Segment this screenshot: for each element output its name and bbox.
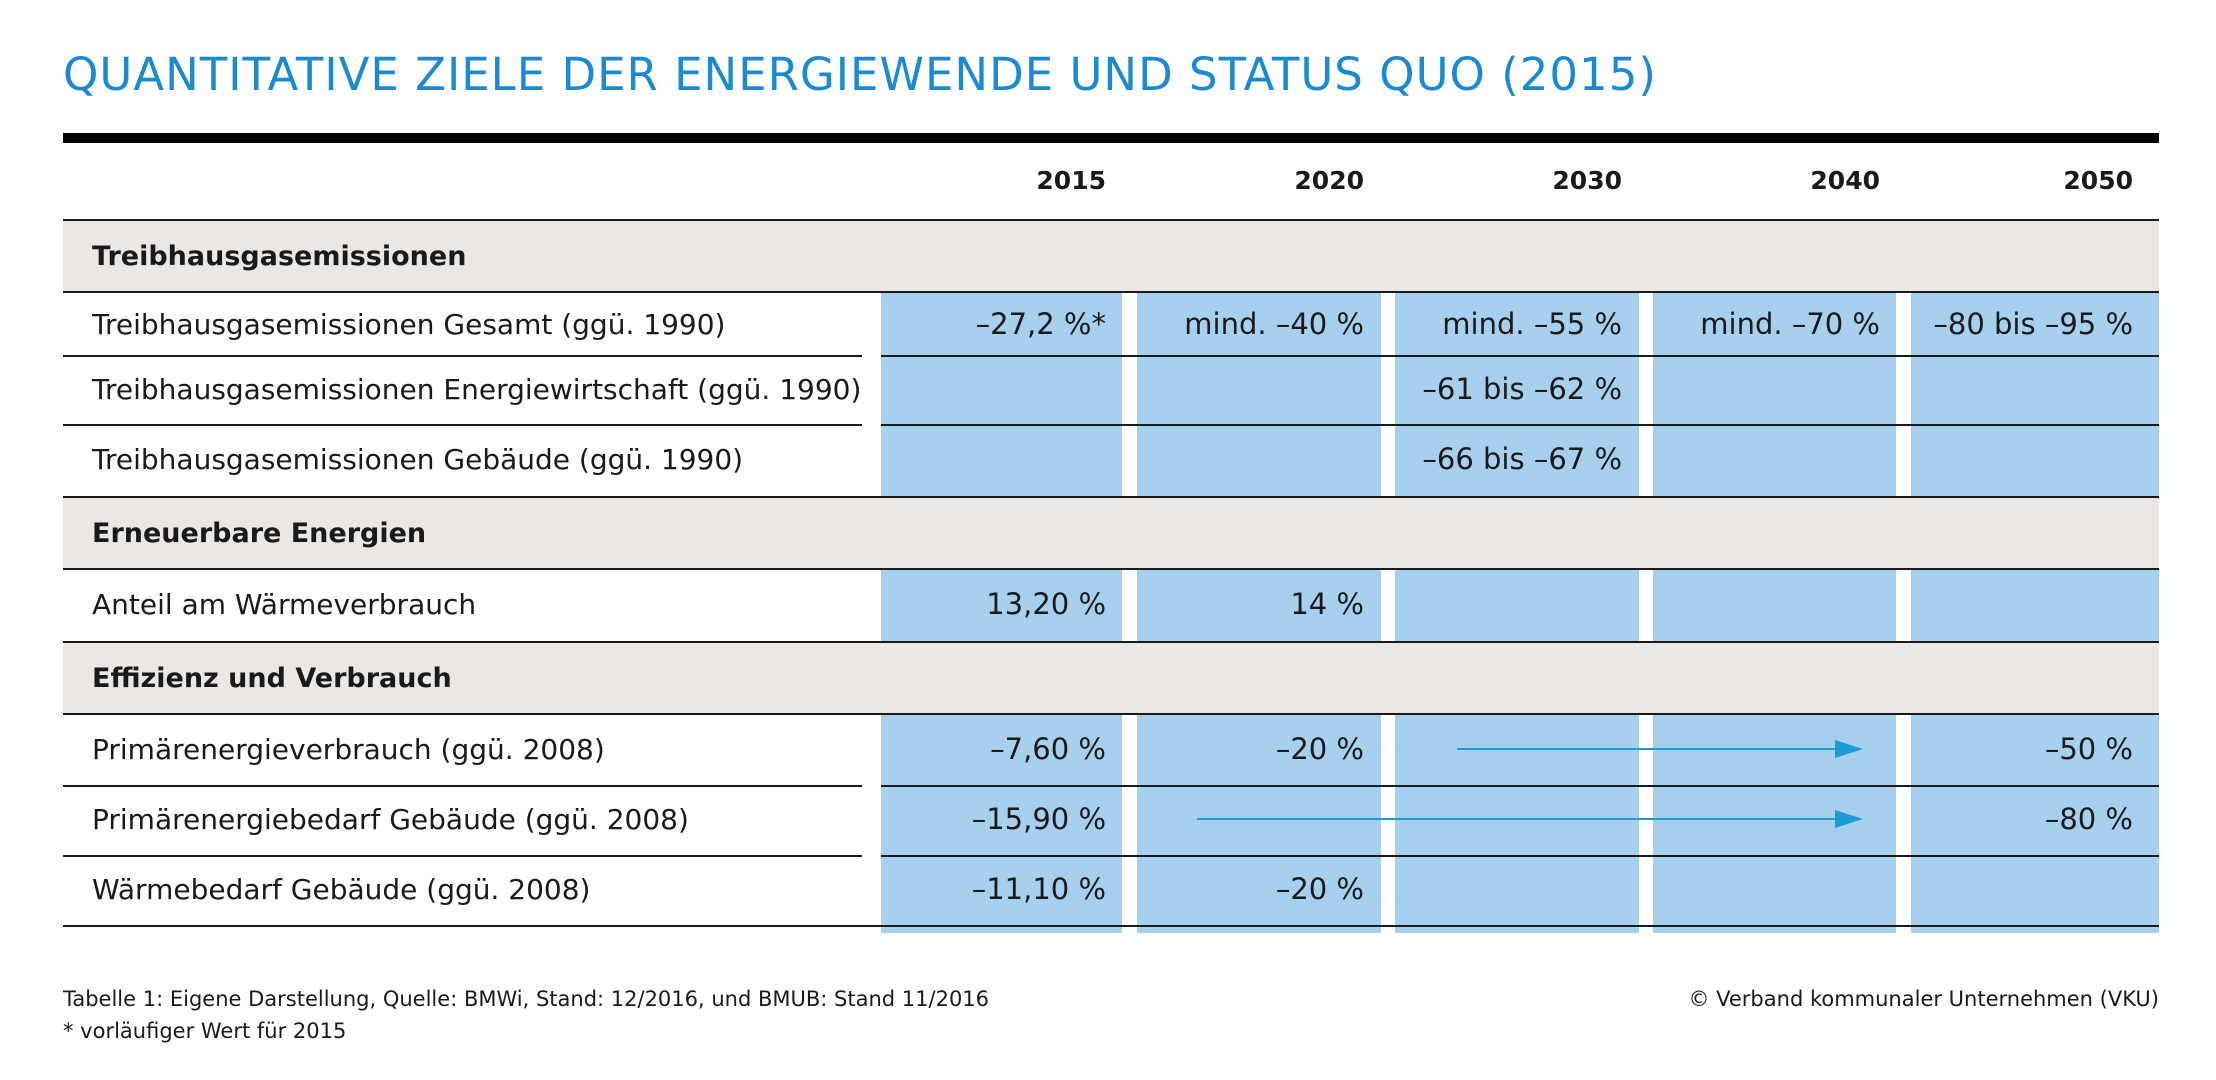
rule-cat2-top [63,496,2159,498]
table-cell: –20 % [1275,872,1364,906]
row-label: Wärmebedarf Gebäude (ggü. 2008) [92,873,591,906]
row-label: Treibhausgasemissionen Gesamt (ggü. 1990… [92,308,726,341]
table-cell: –61 bis –62 % [1422,372,1622,406]
arrow-right-icon [1197,810,1863,828]
rule-header-bottom [63,219,2159,221]
table-cell: –11,10 % [971,872,1106,906]
category-label: Treibhausgasemissionen [92,241,467,272]
year-header-2050: 2050 [2063,166,2133,195]
table-cell: –15,90 % [971,802,1106,836]
table-cell: mind. –70 % [1700,307,1880,341]
rule-row5-cols [881,785,2159,787]
column-band-2015 [881,293,1122,933]
table-cell: –66 bis –67 % [1422,442,1622,476]
source-footnote: Tabelle 1: Eigene Darstellung, Quelle: B… [63,987,990,1011]
row-label: Anteil am Wärmeverbrauch [92,588,477,621]
rule-row6-cols [881,855,2159,857]
table-cell: –80 % [2044,802,2133,836]
rule-row2-cols [881,424,2159,426]
rule-row1-cols [881,355,2159,357]
table-cell: mind. –55 % [1442,307,1622,341]
table-cell: –27,2 %* [975,307,1106,341]
category-bg-treibhausgas [63,221,2159,291]
table-cell: –50 % [2044,732,2133,766]
year-header-2020: 2020 [1294,166,1364,195]
rule-cat1-bottom [63,291,2159,293]
column-band-2040 [1653,293,1896,933]
targets-table: 2015 2020 2030 2040 2050 Treibhausgasemi… [63,133,2159,933]
category-label: Effizienz und Verbrauch [92,663,452,694]
table-top-rule [63,133,2159,143]
column-band-2030 [1395,293,1639,933]
rule-row6 [63,855,862,857]
year-header-2015: 2015 [1036,166,1106,195]
table-cell: –7,60 % [990,732,1106,766]
table-cell: 13,20 % [986,587,1106,621]
table-cell: mind. –40 % [1184,307,1364,341]
rule-cat2-bottom [63,568,2159,570]
category-bg-effizienz [63,643,2159,713]
star-footnote: * vorläufiger Wert für 2015 [63,1019,347,1043]
copyright: © Verband kommunaler Unternehmen (VKU) [1688,987,2159,1011]
row-label: Primärenergieverbrauch (ggü. 2008) [92,733,605,766]
category-label: Erneuerbare Energien [92,518,427,549]
column-band-2050 [1911,293,2159,933]
table-cell: –20 % [1275,732,1364,766]
rule-row5 [63,785,862,787]
rule-cat3-bottom [63,713,2159,715]
rule-row2 [63,424,862,426]
year-header-2040: 2040 [1810,166,1880,195]
column-band-2020 [1137,293,1381,933]
arrow-right-icon [1457,740,1863,758]
rule-table-bottom [63,925,2159,927]
table-cell: 14 % [1290,587,1364,621]
rule-row1 [63,355,862,357]
page-title: QUANTITATIVE ZIELE DER ENERGIEWENDE UND … [63,48,1657,101]
year-header-2030: 2030 [1552,166,1622,195]
table-cell: –80 bis –95 % [1933,307,2133,341]
row-label: Primärenergiebedarf Gebäude (ggü. 2008) [92,803,689,836]
category-bg-erneuerbare [63,498,2159,568]
rule-cat3-top [63,641,2159,643]
row-label: Treibhausgasemissionen Gebäude (ggü. 199… [92,443,744,476]
row-label: Treibhausgasemissionen Energiewirtschaft… [92,373,862,406]
